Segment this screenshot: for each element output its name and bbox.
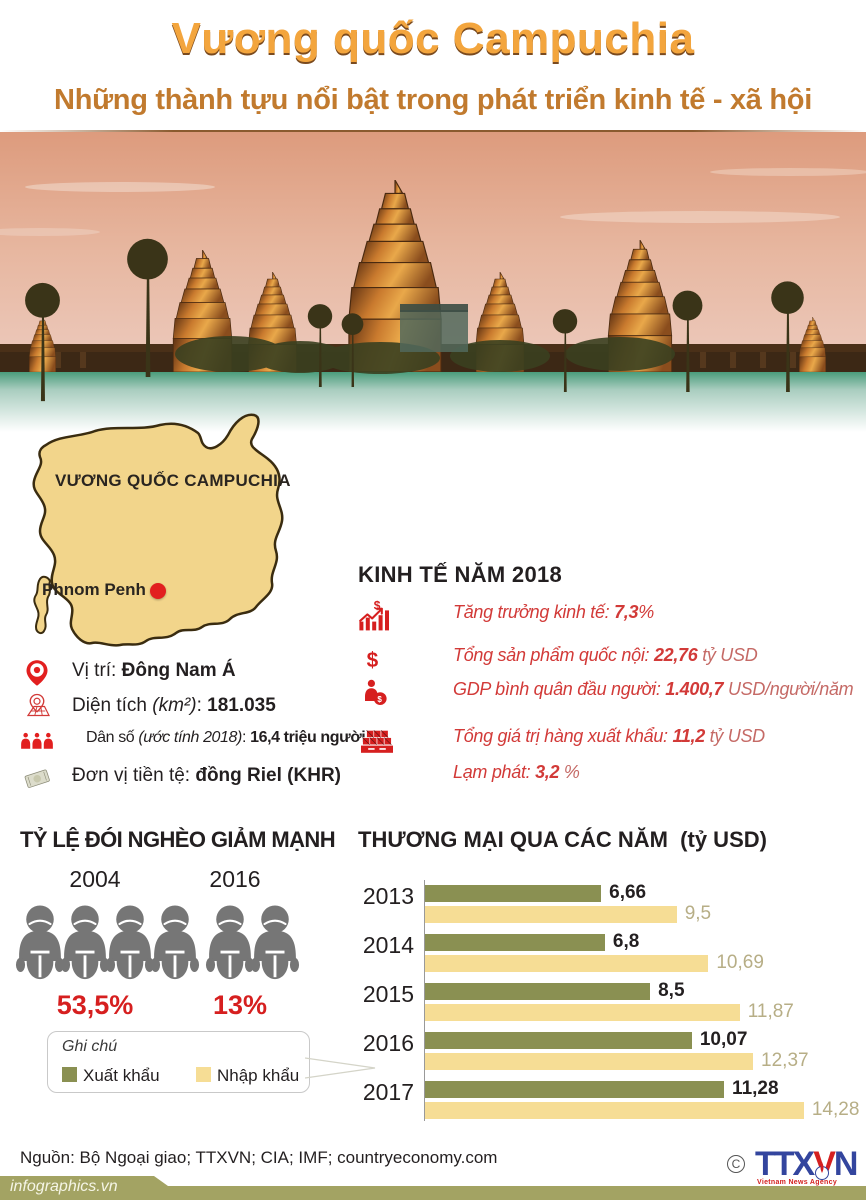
svg-text:$: $ bbox=[367, 649, 379, 672]
svg-text:$: $ bbox=[377, 695, 382, 704]
svg-text:$: $ bbox=[374, 600, 381, 613]
